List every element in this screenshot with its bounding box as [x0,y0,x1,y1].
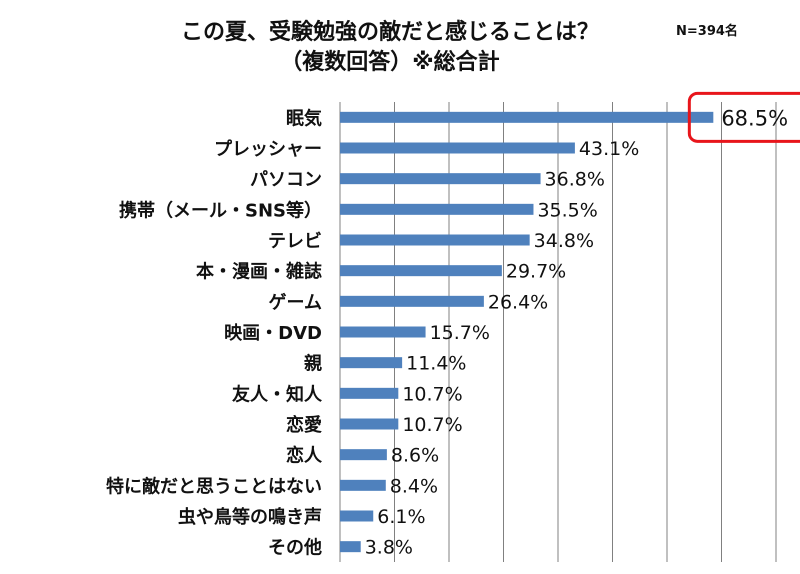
bar [340,449,387,461]
category-label: 本・漫画・雑誌 [196,261,322,283]
chart-subtitle: （複数回答）※総合計 [280,50,500,75]
category-label: 虫や鳥等の鳴き声 [178,506,322,528]
data-label: 10.7% [402,414,462,436]
bar [340,510,374,522]
category-label: 眠気 [286,107,322,129]
chart-title: この夏、受験勉強の敵だと感じることは？ [180,20,599,45]
data-label: 11.4% [406,353,466,375]
bar [340,357,403,369]
bar [340,479,386,491]
category-label: その他 [268,537,322,559]
data-label: 8.4% [390,475,438,497]
category-label: 親 [304,353,322,375]
bar [340,295,484,307]
bar [340,265,502,277]
data-label: 10.7% [402,383,462,405]
data-label: 36.8% [545,169,605,191]
bar [340,142,575,154]
data-label: 15.7% [430,322,490,344]
category-label: 映画・DVD [224,322,322,344]
data-label: 3.8% [365,537,413,559]
category-label: 特に敵だと思うことはない [106,475,322,497]
sample-size-note: N=394名 [676,24,738,39]
bar [340,173,541,185]
data-label: 8.6% [391,445,439,467]
bar [340,203,534,215]
bar [340,234,530,246]
data-label: 34.8% [534,230,594,252]
category-label: 恋愛 [286,414,322,436]
data-label: 6.1% [377,506,425,528]
category-label: パソコン [250,170,322,191]
category-label: テレビ [268,231,322,252]
category-label: プレッシャー [214,138,322,160]
data-label: 26.4% [488,291,548,313]
category-label: 恋人 [286,445,323,467]
bar [340,418,399,430]
data-label: 35.5% [537,199,597,221]
category-label: 友人・知人 [232,383,323,405]
category-label: ゲーム [269,291,322,313]
highlight-box [687,91,800,143]
category-label: 携帯（メール・SNS等） [119,199,322,221]
bar [340,541,361,553]
data-label: 29.7% [506,261,566,283]
bar [340,387,399,399]
bar [340,326,426,338]
data-label: 43.1% [579,138,639,160]
bar [340,111,714,123]
data-label: 68.5% [721,106,788,130]
